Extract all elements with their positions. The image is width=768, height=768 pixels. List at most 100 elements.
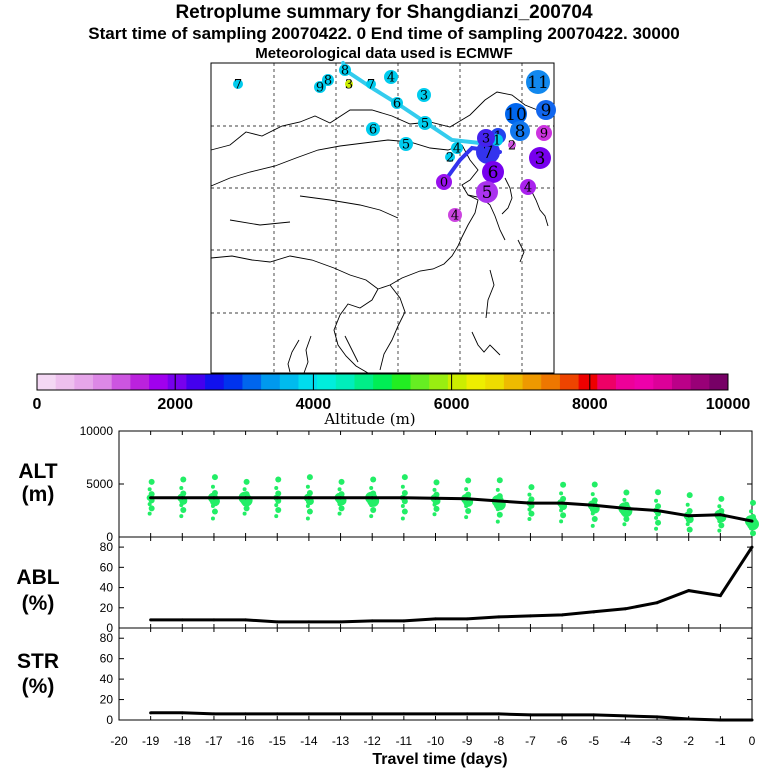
altitude-dot — [180, 490, 187, 497]
altitude-dot — [211, 474, 218, 481]
altitude-dot — [147, 511, 152, 516]
str-ytick-label: 80 — [100, 631, 114, 645]
altitude-dot — [210, 484, 215, 489]
altitude-dot — [495, 487, 500, 492]
altitude-dot — [305, 484, 310, 489]
abl-series-point — [465, 617, 469, 621]
trajectory-point-label: 8 — [341, 64, 349, 79]
colorbar-tick-label: 4000 — [296, 396, 332, 413]
abl-series-point — [718, 594, 722, 598]
str-series-point — [687, 717, 691, 721]
altitude-dot — [750, 499, 756, 506]
altitude-dot — [686, 507, 693, 514]
abl-panel-frame — [118, 536, 753, 629]
str-series-point — [307, 712, 311, 716]
xtick-label: -11 — [396, 734, 413, 748]
abl-series-point — [149, 618, 153, 622]
altitude-dot — [686, 492, 693, 499]
altitude-dot — [717, 504, 722, 509]
met-data-line: Meteorological data used is ECMWF — [255, 45, 513, 62]
alt-ytick-label: 0 — [106, 530, 113, 544]
abl-series-point — [434, 617, 437, 621]
abl-series-point — [402, 619, 406, 623]
altitude-dot — [148, 505, 155, 512]
trajectory-point: 8 — [339, 64, 351, 79]
altitude-dot — [275, 476, 282, 483]
altitude-dot — [306, 508, 313, 515]
colorbar-cell — [111, 374, 131, 390]
trajectory-point-label: 8 — [324, 74, 332, 89]
altitude-dot — [655, 489, 662, 496]
altitude-dot — [465, 491, 472, 498]
colorbar-tick-label: 0 — [33, 396, 42, 413]
altitude-scatter — [146, 474, 759, 537]
abl-ytick-label: 40 — [100, 581, 114, 595]
altitude-dot — [400, 516, 405, 521]
colorbar-cell — [615, 374, 636, 390]
altitude-dot — [622, 522, 627, 527]
trajectory-point-label: 6 — [488, 163, 499, 183]
altitude-dot — [433, 479, 440, 486]
alt-series-point — [307, 496, 311, 500]
xtick-label: -2 — [683, 734, 694, 748]
colorbar-axis-label: Altitude (m) — [323, 410, 415, 428]
colorbar-cell — [485, 374, 505, 390]
alt-series-point — [497, 499, 501, 503]
trajectory-point-label: 1 — [493, 134, 501, 149]
altitude-dot — [147, 487, 152, 492]
str-axis-title: STR — [17, 650, 59, 673]
xtick-label: -15 — [269, 734, 287, 748]
alt-ytick-label: 10000 — [80, 424, 114, 438]
xtick-label: -7 — [525, 734, 536, 748]
xtick-label: -1 — [715, 734, 726, 748]
trajectory-point: 11 — [526, 70, 550, 94]
colorbar-cell — [55, 374, 75, 390]
trajectory-point-label: 7 — [234, 78, 242, 93]
altitude-dot — [274, 486, 279, 491]
str-series-point — [402, 712, 406, 716]
chart-title: Retroplume summary for Shangdianzi_20070… — [175, 2, 593, 23]
altitude-dot — [655, 503, 662, 510]
trajectory-point: 6 — [391, 97, 403, 112]
altitude-dot — [274, 514, 279, 519]
coastlines-borders — [210, 91, 553, 374]
trajectory-point: 3 — [529, 147, 551, 169]
altitude-dot — [305, 516, 310, 521]
colorbar-cell — [466, 374, 486, 390]
x-axis: -20 -19 -18 -17 -16 -15 -14 -13 -12 -11 -10 -9 -8 -7-… — [110, 734, 755, 768]
abl-ytick-label: 60 — [100, 560, 114, 574]
trajectory-point-label: 2 — [508, 139, 516, 154]
colorbar-tick-label: 6000 — [434, 396, 470, 413]
altitude-dot — [275, 490, 282, 497]
trajectory-point: 9 — [314, 81, 326, 96]
colorbar-cell — [671, 374, 692, 390]
altitude-dot — [275, 506, 282, 513]
altitude-dot — [749, 509, 753, 514]
altitude-dot — [655, 519, 662, 526]
altitude-dot — [495, 519, 500, 524]
xtick-label: -13 — [332, 734, 350, 748]
abl-series-point — [180, 618, 184, 622]
colorbar-cell — [205, 374, 225, 390]
altitude-dot — [718, 522, 725, 529]
str-ytick-label: 20 — [100, 693, 114, 707]
altitude-dot — [243, 491, 250, 498]
xtick-label: -8 — [493, 734, 504, 748]
altitude-dot — [433, 491, 440, 498]
alt-axis-unit: (m) — [22, 483, 55, 506]
str-ytick-label: 60 — [100, 652, 114, 666]
trajectory-point-label: 5 — [482, 183, 493, 203]
abl-series-point — [750, 545, 754, 549]
str-series-point — [592, 713, 596, 717]
trajectory-point: 9 — [536, 125, 552, 142]
altitude-dot — [242, 511, 247, 516]
colorbar-cell — [130, 374, 150, 390]
abl-series-point — [528, 614, 532, 618]
xtick-label: -3 — [652, 734, 663, 748]
trajectory-point: 2 — [445, 151, 455, 166]
abl-panel: ABL (%) 80 60 40 20 0 — [16, 536, 754, 635]
altitude-dot — [337, 487, 342, 492]
colorbar-cell — [298, 374, 318, 390]
trajectory-point: 2 — [508, 139, 516, 154]
xtick-label: -16 — [237, 734, 255, 748]
